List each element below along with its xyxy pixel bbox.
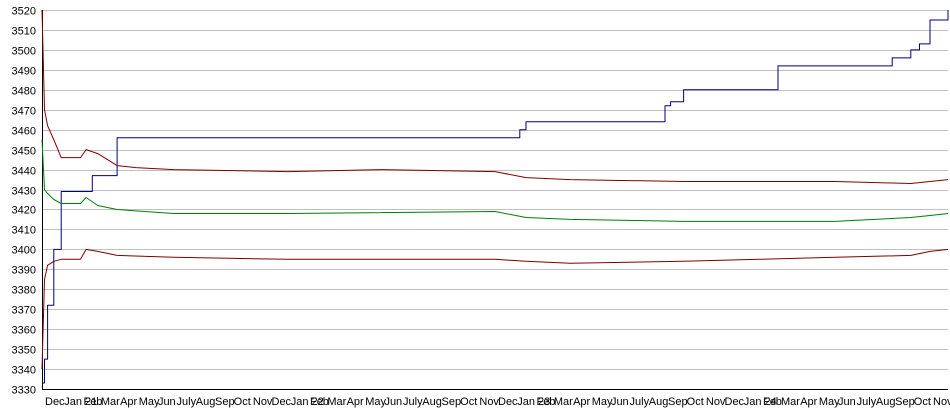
series-line-3: [41, 139, 949, 222]
x-tick-label: Mar: [101, 396, 120, 408]
x-tick-label: Aug: [876, 396, 896, 408]
series-line-1: [42, 10, 949, 384]
x-tick-label: Jan 24: [744, 396, 777, 408]
y-tick-label: 3480: [12, 86, 36, 98]
axes: [42, 10, 948, 390]
series-line-4: [41, 248, 949, 370]
x-tick-label: Nov: [479, 396, 499, 408]
x-tick-label: Apr: [800, 396, 817, 408]
x-tick-label: Oct: [234, 396, 251, 408]
x-tick-label: July: [857, 396, 877, 408]
x-tick-label: Aug: [649, 396, 669, 408]
x-tick-label: Aug: [422, 396, 442, 408]
y-tick-label: 3370: [12, 305, 36, 317]
x-tick-label: May: [819, 396, 840, 408]
x-tick-label: May: [592, 396, 613, 408]
y-tick-label: 3340: [12, 365, 36, 377]
x-tick-label: Aug: [196, 396, 216, 408]
x-tick-label: July: [403, 396, 423, 408]
x-tick-label: Oct: [460, 396, 477, 408]
y-tick-label: 3490: [12, 66, 36, 78]
y-tick-label: 3510: [12, 26, 36, 38]
y-tick-label: 3350: [12, 345, 36, 357]
y-tick-label: 3470: [12, 106, 36, 118]
x-tick-label: Dec: [45, 396, 65, 408]
y-tick-label: 3380: [12, 285, 36, 297]
y-tick-label: 3460: [12, 126, 36, 138]
gridlines: [42, 10, 948, 390]
y-tick-label: 3390: [12, 265, 36, 277]
x-tick-label: Jan 23: [517, 396, 550, 408]
y-tick-label: 3420: [12, 205, 36, 217]
x-tick-label: July: [177, 396, 197, 408]
x-tick-label: Oct: [914, 396, 931, 408]
x-tick-label: Apr: [573, 396, 590, 408]
y-tick-labels: 3330 3340 3350 3360 3370 3380 3390 3400 3410 3420…: [12, 6, 36, 397]
x-tick-label: Mar: [781, 396, 800, 408]
x-tick-label: Jan 21: [64, 396, 97, 408]
x-tick-label: Dec: [272, 396, 292, 408]
x-tick-label: Dec: [498, 396, 518, 408]
x-tick-label: Mar: [554, 396, 573, 408]
x-tick-label: Sep: [668, 396, 688, 408]
x-tick-label: Mar: [327, 396, 346, 408]
y-tick-label: 3400: [12, 245, 36, 257]
x-tick-label: Nov: [253, 396, 273, 408]
y-tick-label: 3520: [12, 6, 36, 18]
x-tick-label: Jun: [611, 396, 629, 408]
x-tick-label: Apr: [120, 396, 137, 408]
y-tick-label: 3450: [12, 146, 36, 158]
x-tick-label: July: [630, 396, 650, 408]
series-lines: [41, 9, 949, 384]
y-tick-label: 3440: [12, 166, 36, 178]
x-tick-label: Feb: [83, 396, 102, 408]
x-tick-label: Nov: [933, 396, 950, 408]
y-tick-label: 3430: [12, 186, 36, 198]
x-tick-label: May: [365, 396, 386, 408]
x-tick-label: Nov: [706, 396, 726, 408]
x-tick-label: May: [139, 396, 160, 408]
y-tick-label: 3500: [12, 46, 36, 58]
x-tick-label: Sep: [215, 396, 235, 408]
x-tick-label: Jun: [838, 396, 856, 408]
x-tick-label: Jan 22: [291, 396, 324, 408]
y-tick-label: 3360: [12, 325, 36, 337]
x-tick-label: Apr: [347, 396, 364, 408]
y-tick-label: 3410: [12, 225, 36, 237]
x-tick-label: Feb: [536, 396, 555, 408]
x-tick-label: Oct: [687, 396, 704, 408]
series-line-2: [41, 9, 949, 184]
x-tick-label: Sep: [895, 396, 915, 408]
x-tick-label: Feb: [310, 396, 329, 408]
y-tick-label: 3330: [12, 385, 36, 397]
x-tick-label: Jun: [384, 396, 402, 408]
x-tick-label: Dec: [725, 396, 745, 408]
x-tick-label: Feb: [763, 396, 782, 408]
x-tick-label: Jun: [158, 396, 176, 408]
x-tick-label: Sep: [442, 396, 462, 408]
